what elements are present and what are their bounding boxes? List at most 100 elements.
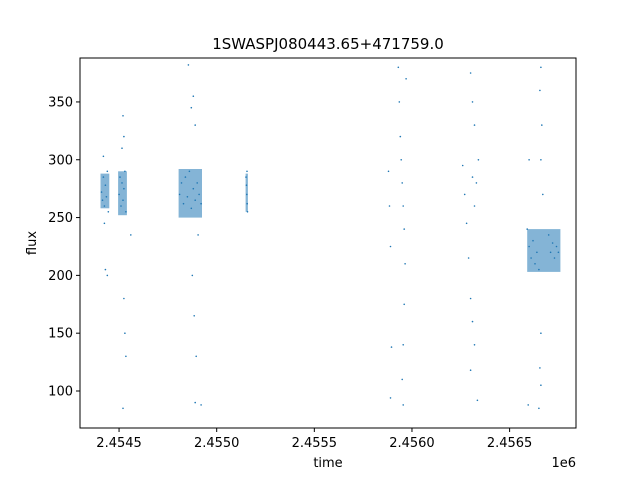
plot-area-frame <box>79 57 577 429</box>
data-point <box>469 297 472 300</box>
data-point <box>125 355 127 358</box>
data-point <box>549 251 552 254</box>
data-point <box>245 176 247 178</box>
data-point <box>539 89 541 92</box>
data-point <box>405 78 407 80</box>
data-point <box>191 274 194 277</box>
data-point <box>186 196 189 198</box>
data-point <box>194 124 196 126</box>
data-point <box>121 147 123 149</box>
data-point <box>541 124 543 126</box>
y-tick-label: 350 <box>48 95 73 110</box>
data-point <box>402 205 405 207</box>
x-tick-label: 2.4560 <box>389 436 435 451</box>
x-tick-label: 2.4555 <box>292 436 338 451</box>
data-point <box>200 202 202 205</box>
data-point <box>476 399 479 402</box>
data-point <box>246 202 248 205</box>
data-point <box>103 222 106 225</box>
data-point <box>390 346 393 348</box>
data-point <box>475 182 478 184</box>
data-point <box>473 344 476 346</box>
data-point <box>102 155 105 158</box>
data-point <box>106 170 109 173</box>
data-point <box>469 72 472 74</box>
data-point <box>389 397 392 399</box>
data-point <box>105 196 108 198</box>
data-point <box>538 407 540 410</box>
data-point <box>469 369 472 372</box>
data-point <box>401 378 404 381</box>
y-tick-label: 250 <box>48 211 73 226</box>
data-point <box>540 384 542 387</box>
data-point <box>542 193 544 196</box>
x-axis-label: time <box>313 456 342 471</box>
data-point <box>389 245 392 248</box>
data-point <box>194 199 196 201</box>
data-band <box>118 171 127 216</box>
data-point <box>403 303 406 306</box>
data-band <box>100 173 110 209</box>
data-point <box>400 159 403 161</box>
data-point <box>540 66 542 69</box>
data-band <box>178 169 202 218</box>
data-point <box>125 211 127 213</box>
data-point <box>528 245 530 248</box>
data-point <box>104 184 107 186</box>
data-point <box>190 106 193 109</box>
data-point <box>130 234 132 236</box>
data-point <box>388 205 391 207</box>
data-point <box>123 297 125 300</box>
chart-title: 1SWASPJ080443.65+471759.0 <box>212 35 444 53</box>
data-point <box>196 182 198 184</box>
data-point <box>119 176 121 178</box>
data-point <box>102 176 105 178</box>
data-point <box>553 257 556 259</box>
data-point <box>194 401 196 404</box>
data-point <box>195 355 197 358</box>
data-band <box>527 229 561 272</box>
data-point <box>184 176 187 178</box>
data-point <box>122 199 124 201</box>
data-point <box>387 170 390 173</box>
data-point <box>124 332 126 335</box>
data-point <box>471 101 474 103</box>
data-point <box>403 228 406 230</box>
data-point <box>101 199 104 201</box>
data-point <box>118 193 120 196</box>
y-tick-label: 100 <box>48 385 73 400</box>
data-points <box>100 64 560 410</box>
data-point <box>397 66 400 69</box>
data-point <box>123 135 125 138</box>
data-point <box>106 274 109 277</box>
data-point <box>536 251 538 254</box>
data-point <box>557 251 560 254</box>
data-point <box>246 211 249 213</box>
data-point <box>120 205 122 207</box>
data-point <box>473 205 476 207</box>
data-point <box>180 182 183 184</box>
data-point <box>477 159 480 161</box>
data-point <box>402 404 405 406</box>
y-axis: 100 150 200 250 300 350 <box>48 95 80 400</box>
y-tick-label: 200 <box>48 269 73 284</box>
data-point <box>534 263 536 265</box>
data-point <box>473 124 476 126</box>
data-point <box>530 257 532 259</box>
data-point <box>555 245 558 248</box>
x-tick-label: 2.4545 <box>96 436 142 451</box>
data-point <box>103 205 106 207</box>
x-tick-label: 2.4550 <box>194 436 240 451</box>
data-point <box>192 187 195 190</box>
data-point <box>465 222 468 225</box>
x-axis: 2.4545 2.4550 2.4555 2.4560 2.4565 <box>96 428 532 451</box>
data-point <box>526 228 528 230</box>
data-point <box>246 170 248 173</box>
data-point <box>398 101 401 103</box>
data-point <box>547 234 550 236</box>
data-point <box>200 404 202 406</box>
data-point <box>471 176 474 178</box>
data-point <box>404 263 406 265</box>
data-point <box>197 234 199 236</box>
data-point <box>198 193 200 196</box>
